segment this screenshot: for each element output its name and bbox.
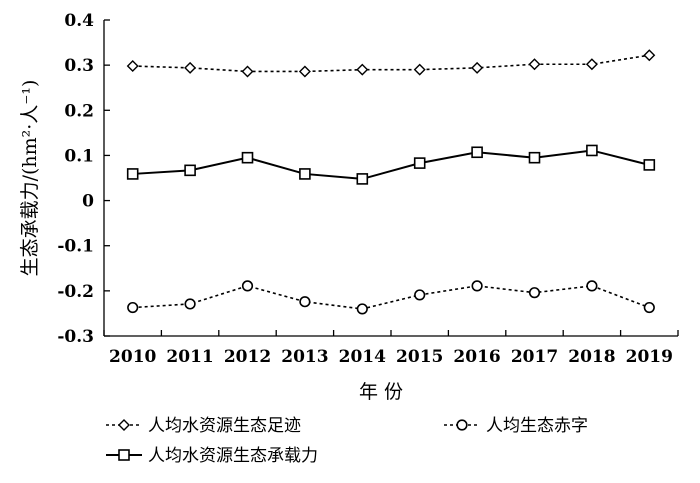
data-point: [413, 63, 426, 76]
x-tick-label: 2017: [511, 347, 558, 367]
data-point: [127, 301, 139, 314]
legend-marker: [118, 449, 130, 461]
data-point: [528, 58, 541, 71]
data-point: [643, 49, 656, 62]
data-point: [184, 298, 196, 310]
legend-label: 人均水资源生态足迹: [148, 416, 301, 436]
legend-label: 人均生态赤字: [486, 416, 588, 436]
data-point: [298, 65, 311, 78]
data-point: [528, 287, 541, 299]
x-tick-label: 2015: [396, 347, 443, 367]
data-point: [528, 151, 541, 164]
series-square: [126, 144, 656, 185]
y-tick-label: 0: [82, 192, 94, 212]
series-circle: [127, 280, 655, 315]
series-line: [132, 149, 650, 180]
y-axis-title: 生态承载力/(hm²·人⁻¹): [19, 80, 41, 277]
legend-label: 人均水资源生态承载力: [148, 446, 318, 466]
data-point: [413, 157, 426, 169]
x-tick-label: 2012: [224, 347, 271, 367]
y-tick-label: -0.3: [57, 327, 94, 347]
y-tick-label: -0.1: [57, 237, 94, 257]
y-tick-label: 0.4: [64, 11, 94, 31]
data-point: [184, 164, 196, 177]
x-tick-label: 2010: [109, 347, 156, 367]
data-point: [643, 301, 655, 314]
data-point: [299, 168, 311, 180]
legend-item: 人均水资源生态足迹: [106, 416, 301, 436]
x-tick-label: 2016: [453, 347, 500, 367]
x-axis-title: 年 份: [359, 381, 403, 403]
data-point: [126, 60, 139, 73]
y-tick-label: -0.2: [57, 282, 94, 302]
y-tick-label: 0.1: [64, 146, 94, 166]
data-point: [184, 61, 197, 74]
x-tick-label: 2011: [166, 347, 213, 367]
data-point: [241, 151, 254, 164]
legend-marker: [456, 419, 468, 431]
x-tick-label: 2014: [339, 347, 386, 367]
series-line: [132, 54, 650, 73]
data-point: [356, 303, 368, 315]
data-point: [241, 280, 254, 292]
data-point: [585, 58, 598, 71]
data-point: [471, 146, 483, 159]
x-tick-label: 2019: [626, 347, 673, 367]
legend-item: 人均生态赤字: [444, 416, 588, 436]
axes: 0.4 0.3 0.2 0.1 0 -0.1 -0.2 -0.3 2010 2011 2012 201…: [57, 11, 679, 367]
y-tick-label: 0.2: [64, 101, 94, 121]
x-tick-label: 2013: [281, 347, 328, 367]
data-point: [299, 296, 311, 308]
data-point: [356, 173, 369, 185]
data-point: [471, 61, 484, 74]
data-point: [126, 168, 139, 180]
series-line: [132, 285, 650, 310]
x-tick-label: 2018: [568, 347, 615, 367]
legend-marker: [118, 419, 130, 431]
legend-item: 人均水资源生态承载力: [106, 446, 318, 466]
data-point: [586, 280, 598, 292]
data-point: [586, 144, 598, 157]
series-diamond: [126, 49, 656, 78]
data-point: [414, 289, 426, 301]
data-point: [643, 159, 656, 171]
data-point: [356, 63, 369, 76]
data-point: [471, 280, 483, 292]
series-layer: [126, 49, 656, 315]
y-tick-label: 0.3: [64, 56, 94, 76]
data-point: [241, 65, 254, 78]
